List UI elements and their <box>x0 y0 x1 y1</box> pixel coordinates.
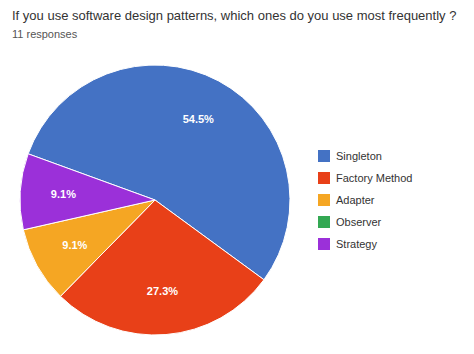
legend-label: Observer <box>336 216 382 228</box>
legend-item: Singleton <box>318 150 382 162</box>
data-label: 9.1% <box>62 239 87 251</box>
legend-swatch <box>318 150 330 162</box>
legend-label: Singleton <box>336 150 382 162</box>
slice <box>20 154 155 230</box>
legend-item: Adapter <box>318 194 375 206</box>
title: If you use software design patterns, whi… <box>12 8 456 23</box>
subtitle: 11 responses <box>12 28 78 40</box>
legend-swatch <box>318 238 330 250</box>
legend-label: Strategy <box>336 238 377 250</box>
legend-item: Factory Method <box>318 172 412 184</box>
legend-item: Strategy <box>318 238 377 250</box>
legend: Singleton Factory Method Adapter Observer St… <box>318 150 412 250</box>
data-labels: 54.5% 27.3% 9.1% 9.1% <box>51 113 214 297</box>
legend-label: Factory Method <box>336 172 412 184</box>
data-label: 54.5% <box>183 113 214 125</box>
chart: If you use software design patterns, whi… <box>0 0 474 354</box>
legend-swatch <box>318 194 330 206</box>
legend-swatch <box>318 172 330 184</box>
title-line: If you use software design patterns, whi… <box>12 8 456 23</box>
legend-item: Observer <box>318 216 382 228</box>
data-label: 9.1% <box>51 188 76 200</box>
legend-label: Adapter <box>336 194 375 206</box>
pie <box>20 65 290 335</box>
legend-swatch <box>318 216 330 228</box>
data-label: 27.3% <box>147 285 178 297</box>
